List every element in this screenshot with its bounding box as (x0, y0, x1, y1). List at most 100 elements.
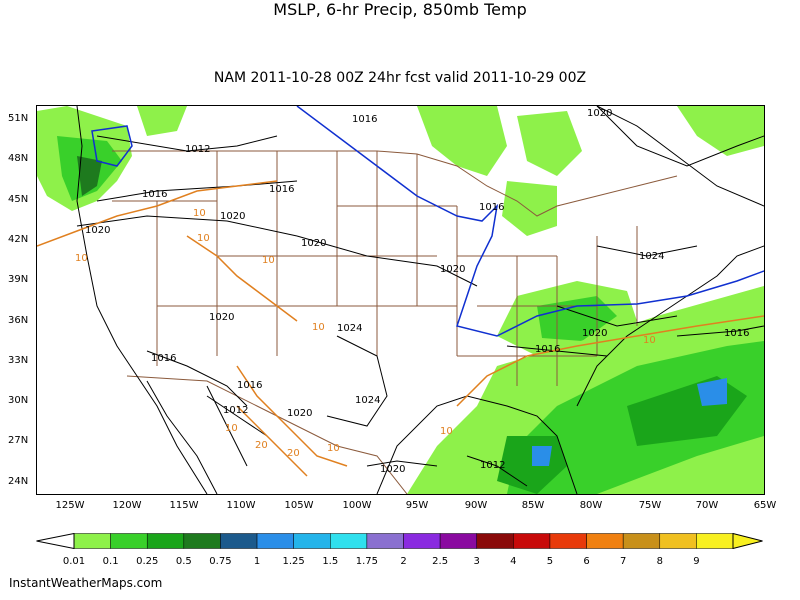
colorbar-cell (403, 533, 441, 549)
temp-labels: 10 10 10 10 10 10 10 10 20 20 10 (75, 208, 656, 459)
colorbar-label: 0.5 (175, 556, 192, 567)
isobar-1020-texas (366, 460, 438, 467)
isobar-1024-central (326, 335, 388, 427)
colorbar-label: 4 (510, 556, 517, 567)
political-borders (112, 150, 678, 494)
isobar-label: 1012 (185, 144, 210, 155)
coast-gulf (376, 395, 578, 494)
precip-great-lakes (502, 181, 557, 236)
site-credit: InstantWeatherMaps.com (9, 576, 163, 590)
map-canvas: 1016 1020 1012 1016 1016 1020 1016 1020 … (37, 106, 764, 494)
map-title: MSLP, 6-hr Precip, 850mb Temp (273, 0, 527, 19)
lon-label: 110W (226, 500, 256, 511)
us-canada-border (112, 150, 678, 217)
isobar-label: 1020 (587, 108, 612, 119)
colorbar-label: 9 (693, 556, 700, 567)
temp-10-rockies (186, 235, 298, 322)
colorbar-cell (549, 533, 587, 549)
temp-label: 10 (312, 322, 325, 333)
colorbar-cell (293, 533, 331, 549)
isobar-label: 1016 (479, 202, 504, 213)
isobar-1016-atlantic (676, 325, 764, 337)
colorbar-cell (220, 533, 258, 549)
precip-gulf-max (532, 446, 552, 466)
precip-bc-north (137, 106, 187, 136)
precip-pacific-nw-heavy (77, 156, 102, 196)
isobar-label: 1020 (287, 408, 312, 419)
colorbar-cell (696, 533, 734, 549)
lat-label: 39N (8, 274, 29, 285)
isobar-1012-west (96, 135, 278, 152)
colorbar-label: 1.75 (355, 556, 378, 567)
state-lines-central (337, 151, 458, 356)
coast-hudson (596, 106, 764, 167)
isobar-label: 1016 (269, 184, 294, 195)
isobar-1012-sw (206, 395, 268, 437)
freezing-line-nw (91, 125, 133, 167)
colorbar-label: 0.1 (102, 556, 119, 567)
lon-label: 95W (405, 500, 429, 511)
colorbar-cell (659, 533, 697, 549)
lon-label: 65W (753, 500, 777, 511)
temp-20-mexico (236, 405, 308, 477)
colorbar-low-arrow (36, 533, 75, 549)
colorbar-cell (146, 533, 185, 549)
coast-atlantic (576, 245, 764, 407)
isobar-labels: 1016 1020 1012 1016 1016 1020 1016 1020 … (85, 108, 749, 475)
colorbar-cell (586, 533, 624, 549)
isobar-1024-ne (596, 245, 698, 257)
colorbar-label: 0.01 (62, 556, 86, 567)
precip-areas (37, 106, 764, 494)
colorbar-label: 5 (546, 556, 554, 567)
temp-label: 10 (75, 253, 88, 264)
isobar-1020-central (296, 235, 478, 287)
isobar-label: 1020 (85, 225, 110, 236)
precip-ontario-b (517, 111, 582, 176)
temp-contours (37, 180, 764, 477)
isobar-1012-gulf (466, 455, 528, 487)
colorbar-cell (73, 533, 111, 549)
lat-label: 48N (8, 153, 29, 164)
lat-label: 42N (8, 234, 29, 245)
isobar-label: 1016 (535, 344, 560, 355)
precip-quebec (677, 106, 764, 156)
isobar-1016-east (506, 345, 608, 357)
isobar-label: 1020 (582, 328, 607, 339)
isobar-label: 1020 (380, 464, 405, 475)
colorbar-label: 0.25 (136, 556, 159, 567)
isobar-label: 1016 (142, 189, 167, 200)
coast-pacific (76, 106, 208, 494)
us-mexico-border (126, 375, 408, 494)
temp-label: 10 (193, 208, 206, 219)
coast-baja (146, 380, 248, 494)
coastlines (76, 106, 764, 494)
isobars (76, 106, 764, 487)
lon-label: 115W (169, 500, 199, 511)
isobar-1020-hudson (596, 106, 764, 207)
lat-label: 33N (8, 355, 29, 366)
lon-label: 70W (695, 500, 719, 511)
temp-10-mexico (236, 365, 348, 467)
temp-label: 20 (287, 448, 300, 459)
lon-label: 75W (638, 500, 662, 511)
isobar-label: 1020 (440, 264, 465, 275)
temp-label: 10 (262, 255, 275, 266)
lat-label: 45N (8, 194, 29, 205)
temp-label: 10 (225, 423, 238, 434)
isobar-1020-west (76, 215, 298, 237)
colorbar-cell (366, 533, 404, 549)
lat-label: 30N (8, 395, 29, 406)
isobar-label: 1016 (352, 114, 377, 125)
lat-label: 27N (8, 435, 29, 446)
colorbar-cell (256, 533, 294, 549)
lon-label: 100W (342, 500, 372, 511)
lon-label: 105W (284, 500, 314, 511)
colorbar-label: 7 (619, 556, 627, 567)
colorbar-label: 8 (656, 556, 663, 567)
colorbar-cell (183, 533, 221, 549)
colorbar-cell (439, 533, 477, 549)
lat-label: 36N (8, 315, 29, 326)
precip-southeast-max (697, 378, 727, 406)
isobar-label: 1012 (223, 405, 248, 416)
temp-label: 10 (327, 443, 340, 454)
